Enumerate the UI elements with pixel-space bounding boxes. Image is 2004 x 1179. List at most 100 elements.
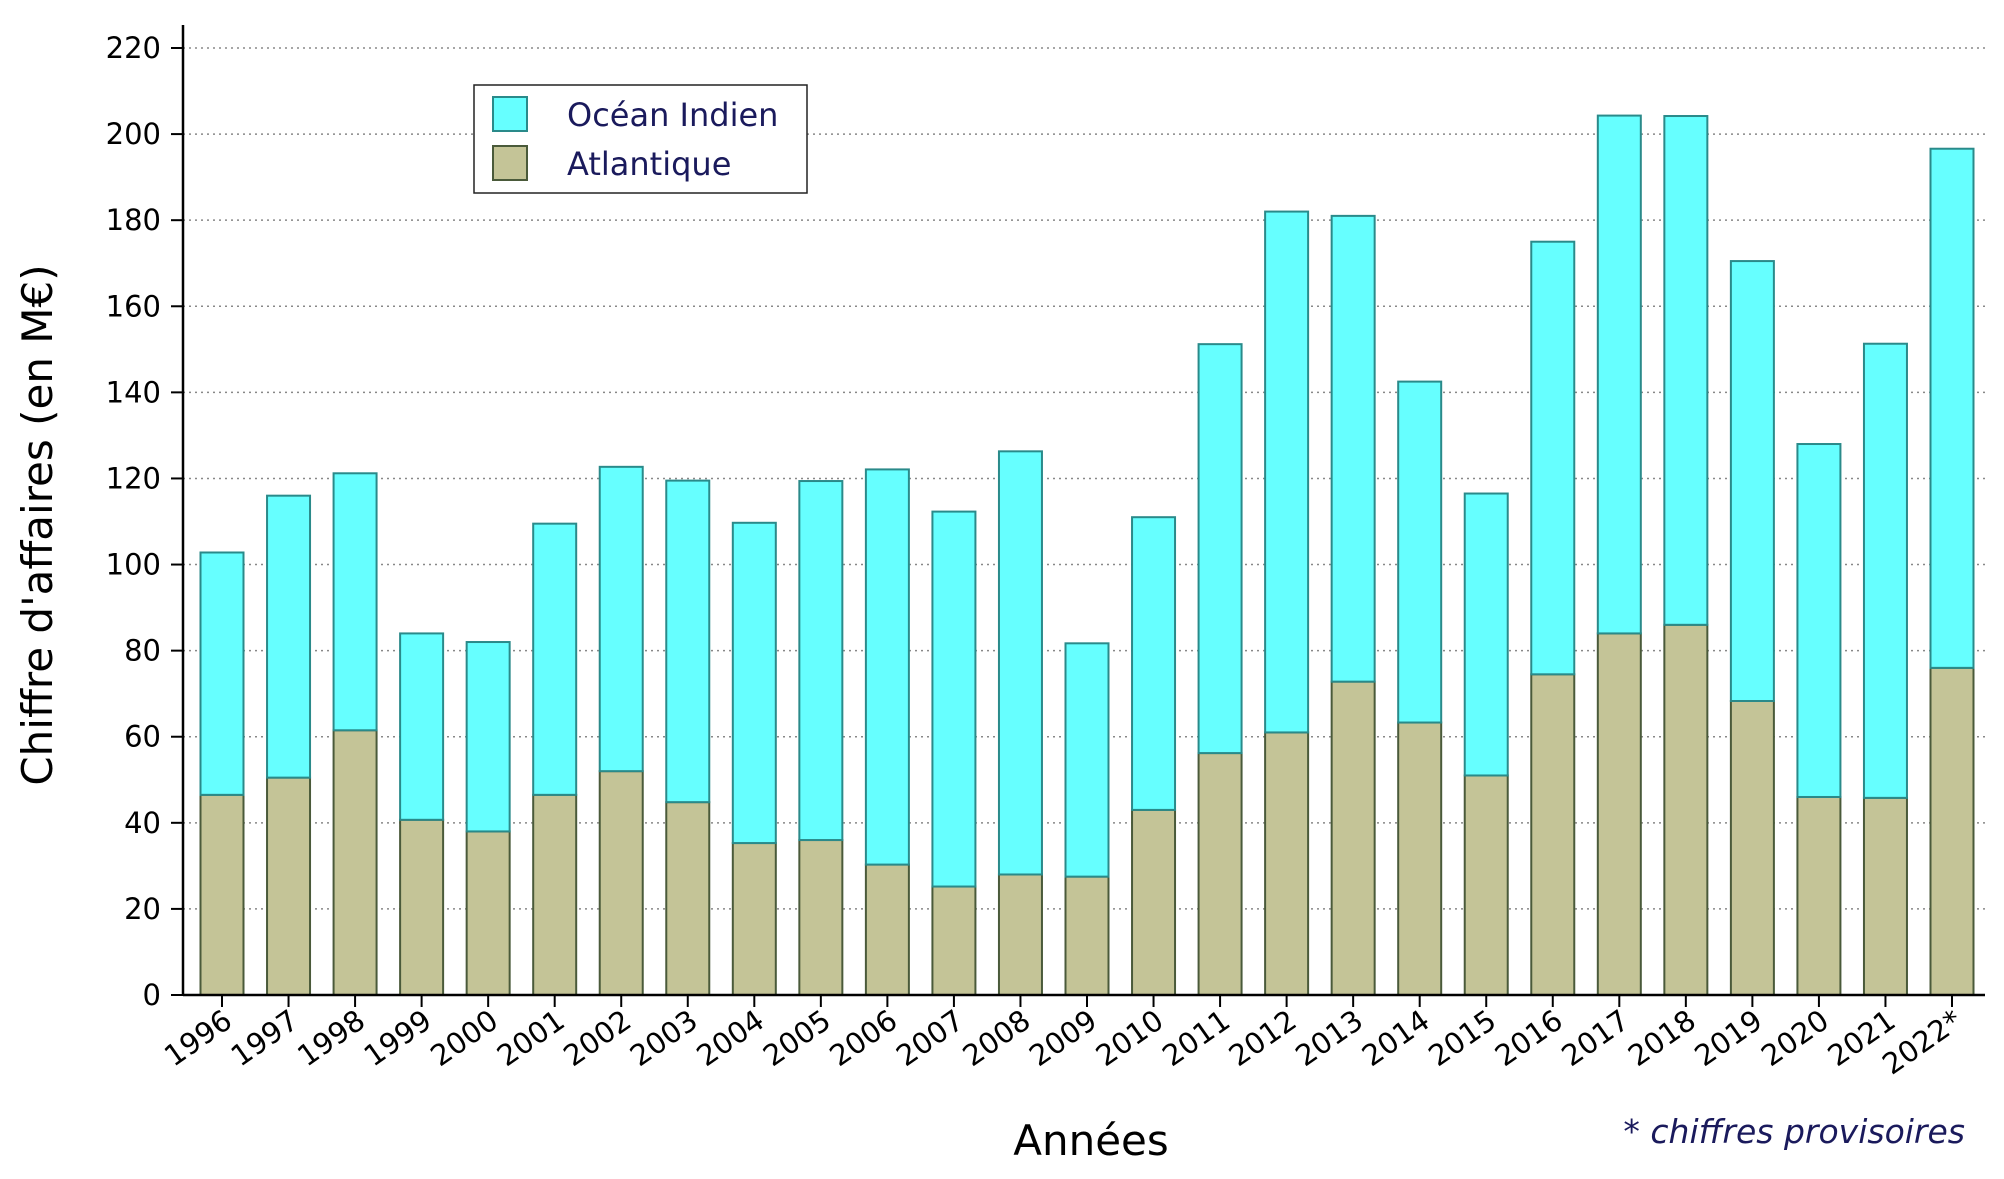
legend-box — [473, 84, 808, 194]
bar-atlantique-2008 — [997, 873, 1043, 996]
bar-ocean-indien-2004 — [731, 521, 777, 845]
x-tick-label: 2006 — [823, 1003, 903, 1073]
bar-ocean-indien-2021 — [1862, 342, 1908, 799]
provisional-note: * chiffres provisoires — [1623, 1112, 1965, 1151]
x-tick-label: 2011 — [1156, 1003, 1236, 1073]
bar-ocean-indien-1998 — [332, 472, 378, 732]
legend: Océan Indien Atlantique — [473, 84, 808, 194]
bar-ocean-indien-2022 — [1929, 147, 1975, 669]
bar-atlantique-2007 — [931, 885, 977, 996]
bar-atlantique-2020 — [1796, 795, 1842, 996]
bar-ocean-indien-2014 — [1397, 380, 1443, 724]
bar-atlantique-2009 — [1064, 875, 1110, 996]
bar-atlantique-2022 — [1929, 666, 1975, 996]
bar-ocean-indien-2010 — [1131, 516, 1177, 811]
bar-atlantique-2015 — [1463, 774, 1509, 997]
bar-ocean-indien-2019 — [1729, 260, 1775, 702]
bar-ocean-indien-2017 — [1596, 114, 1642, 635]
x-tick-label: 2001 — [491, 1003, 571, 1073]
bar-ocean-indien-1999 — [399, 632, 445, 821]
bar-ocean-indien-2016 — [1530, 240, 1576, 676]
bar-atlantique-2000 — [465, 830, 511, 996]
x-tick-label: 2003 — [624, 1003, 704, 1073]
bar-ocean-indien-2008 — [997, 450, 1043, 876]
y-tick-label: 80 — [124, 634, 161, 668]
x-tick-label: 2018 — [1622, 1003, 1702, 1073]
bar-ocean-indien-2018 — [1663, 115, 1709, 626]
bars — [199, 114, 1975, 997]
y-tick-label: 120 — [106, 461, 161, 495]
bar-atlantique-2021 — [1862, 796, 1908, 996]
x-tick-label: 2000 — [424, 1003, 504, 1073]
bar-atlantique-2019 — [1729, 699, 1775, 997]
bar-atlantique-2002 — [598, 770, 644, 996]
bar-atlantique-1997 — [266, 776, 312, 997]
bar-ocean-indien-2007 — [931, 510, 977, 888]
bar-atlantique-2005 — [798, 839, 844, 997]
bar-ocean-indien-2015 — [1463, 492, 1509, 777]
x-tick-label: 2012 — [1223, 1003, 1303, 1073]
y-tick-label: 0 — [143, 978, 161, 1012]
x-tick-label: 1996 — [158, 1003, 238, 1073]
bar-atlantique-2011 — [1197, 752, 1243, 996]
x-tick-label: 2020 — [1755, 1003, 1835, 1073]
bar-ocean-indien-2005 — [798, 480, 844, 842]
bar-ocean-indien-2003 — [665, 479, 711, 804]
x-tick-label: 2019 — [1688, 1003, 1768, 1073]
x-tick-label: 2017 — [1555, 1003, 1635, 1073]
y-tick-label: 180 — [106, 203, 161, 237]
bar-ocean-indien-2013 — [1330, 214, 1376, 683]
y-tick-label: 140 — [106, 375, 161, 409]
x-axis-ticks: 1996199719981999200020012002200320042005… — [158, 995, 1968, 1081]
bar-ocean-indien-2002 — [598, 465, 644, 773]
y-tick-label: 220 — [106, 31, 161, 65]
x-tick-label: 2014 — [1356, 1003, 1436, 1073]
bar-atlantique-1998 — [332, 729, 378, 996]
bar-atlantique-2004 — [731, 842, 777, 997]
bar-ocean-indien-2001 — [532, 522, 578, 796]
y-tick-label: 20 — [124, 892, 161, 926]
bar-ocean-indien-1997 — [266, 494, 312, 779]
bar-ocean-indien-2011 — [1197, 343, 1243, 755]
y-tick-label: 100 — [106, 548, 161, 582]
y-tick-label: 160 — [106, 289, 161, 323]
bar-ocean-indien-2020 — [1796, 443, 1842, 798]
x-tick-label: 2008 — [957, 1003, 1037, 1073]
x-tick-label: 2004 — [690, 1003, 770, 1073]
bar-atlantique-2014 — [1397, 721, 1443, 996]
x-tick-label: 2009 — [1023, 1003, 1103, 1073]
x-axis-title: Années — [1013, 1116, 1169, 1165]
bar-atlantique-2013 — [1330, 680, 1376, 996]
bar-ocean-indien-2009 — [1064, 642, 1110, 878]
legend-swatch — [492, 145, 528, 181]
bar-atlantique-1996 — [199, 793, 245, 996]
bar-atlantique-2001 — [532, 793, 578, 996]
axes — [181, 25, 1985, 997]
x-tick-label: 2015 — [1422, 1003, 1502, 1073]
x-tick-label: 2016 — [1489, 1003, 1569, 1073]
bar-atlantique-2017 — [1596, 632, 1642, 996]
bar-atlantique-2006 — [864, 863, 910, 996]
x-tick-label: 2010 — [1090, 1003, 1170, 1073]
bar-atlantique-2010 — [1131, 808, 1177, 996]
y-tick-label: 60 — [124, 720, 161, 754]
bar-ocean-indien-2012 — [1264, 210, 1310, 734]
x-tick-label: 1998 — [291, 1003, 371, 1073]
bar-atlantique-2018 — [1663, 623, 1709, 996]
bar-atlantique-2016 — [1530, 673, 1576, 996]
x-tick-label: 2005 — [757, 1003, 837, 1073]
legend-label: Océan Indien — [567, 96, 778, 134]
y-tick-label: 40 — [124, 806, 161, 840]
bar-atlantique-2012 — [1264, 731, 1310, 996]
x-tick-label: 2013 — [1289, 1003, 1369, 1073]
bar-ocean-indien-1996 — [199, 551, 245, 796]
bar-atlantique-1999 — [399, 818, 445, 996]
bar-ocean-indien-2000 — [465, 641, 511, 833]
bar-atlantique-2003 — [665, 801, 711, 997]
x-tick-label: 1997 — [225, 1003, 305, 1073]
legend-label: Atlantique — [567, 145, 731, 183]
y-tick-label: 200 — [106, 117, 161, 151]
x-tick-label: 2002 — [557, 1003, 637, 1073]
bar-ocean-indien-2006 — [864, 468, 910, 866]
